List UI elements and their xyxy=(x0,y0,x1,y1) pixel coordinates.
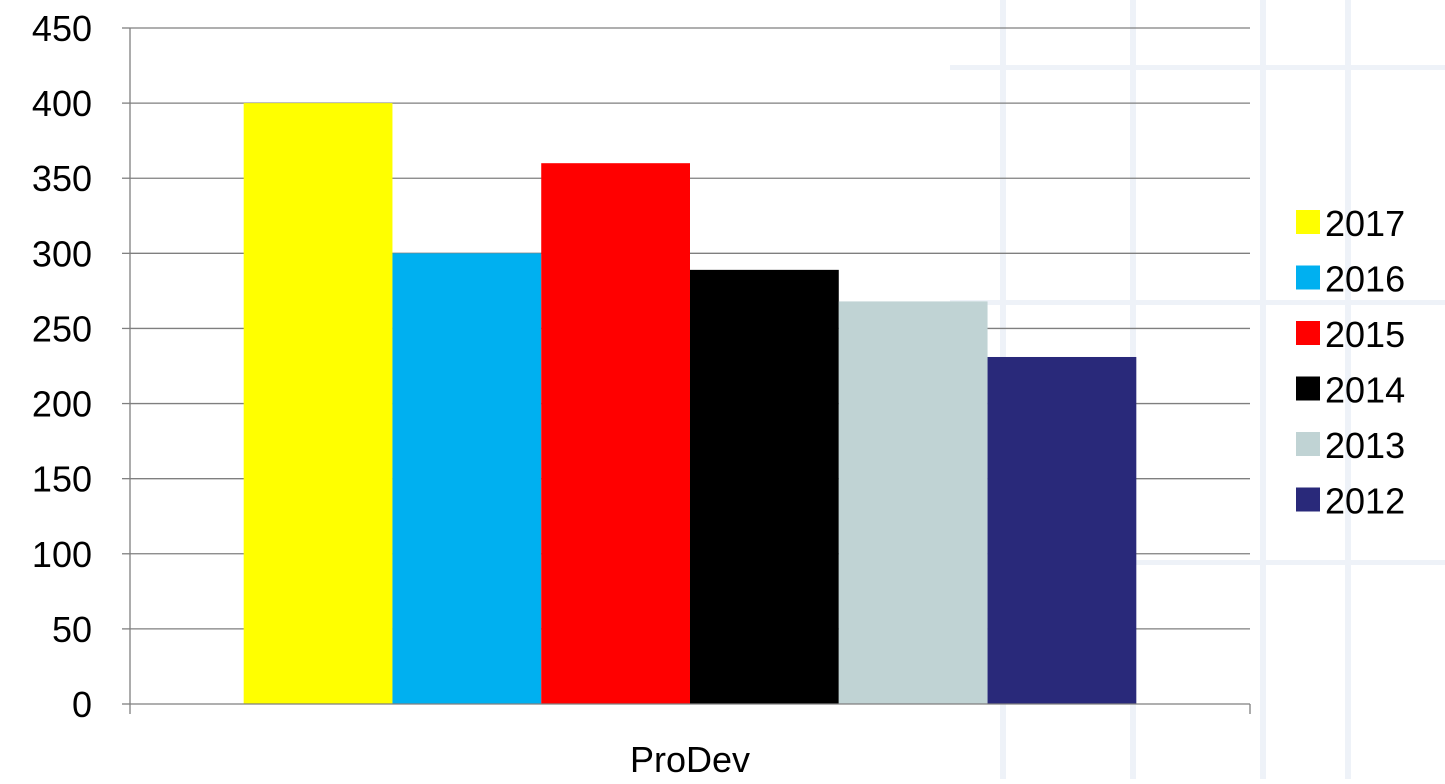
legend-swatch-2015 xyxy=(1296,321,1320,345)
bg-stripe-h xyxy=(950,560,1445,565)
bar-2015 xyxy=(541,163,690,704)
legend-swatch-2017 xyxy=(1296,210,1320,234)
y-tick-label: 50 xyxy=(52,609,92,650)
x-tick-labels: ProDev xyxy=(630,739,750,780)
bars xyxy=(243,103,1137,705)
bar-2016 xyxy=(392,253,542,705)
legend-label-2014: 2014 xyxy=(1325,370,1405,411)
y-tick-label: 150 xyxy=(32,459,92,500)
legend-label-2017: 2017 xyxy=(1325,203,1405,244)
legend-swatch-2016 xyxy=(1296,265,1320,290)
y-tick-labels: 0 50 100 150 200 250 300 350 400 450 xyxy=(32,8,92,725)
bar-2012 xyxy=(987,356,1137,704)
y-tick-label: 350 xyxy=(32,158,92,199)
y-tick-label: 400 xyxy=(32,83,92,124)
legend-label-2012: 2012 xyxy=(1325,481,1405,522)
y-tick-label: 200 xyxy=(32,384,92,425)
legend-label-2013: 2013 xyxy=(1325,425,1405,466)
legend-swatch-2012 xyxy=(1296,487,1320,512)
bg-stripe-h xyxy=(950,65,1445,70)
legend-label-2015: 2015 xyxy=(1325,314,1405,355)
y-tick-label: 250 xyxy=(32,308,92,349)
y-tick-label: 0 xyxy=(72,684,92,725)
legend-swatch-2013 xyxy=(1296,432,1320,456)
legend: 2017 2016 2015 2014 2013 2012 xyxy=(1296,203,1405,522)
y-tick-label: 100 xyxy=(32,534,92,575)
legend-swatch-2014 xyxy=(1296,376,1320,401)
legend-label-2016: 2016 xyxy=(1325,259,1405,300)
bar-2013 xyxy=(838,301,988,704)
x-tick-label: ProDev xyxy=(630,739,750,779)
y-tick-label: 300 xyxy=(32,233,92,274)
y-tick-label: 450 xyxy=(32,8,92,49)
bar-2017 xyxy=(243,103,393,705)
bg-stripe-h xyxy=(950,300,1445,305)
bg-stripe-v xyxy=(1345,0,1351,779)
bar-2014 xyxy=(690,269,839,704)
bg-stripe-v xyxy=(1260,0,1266,779)
axes xyxy=(122,27,1251,714)
